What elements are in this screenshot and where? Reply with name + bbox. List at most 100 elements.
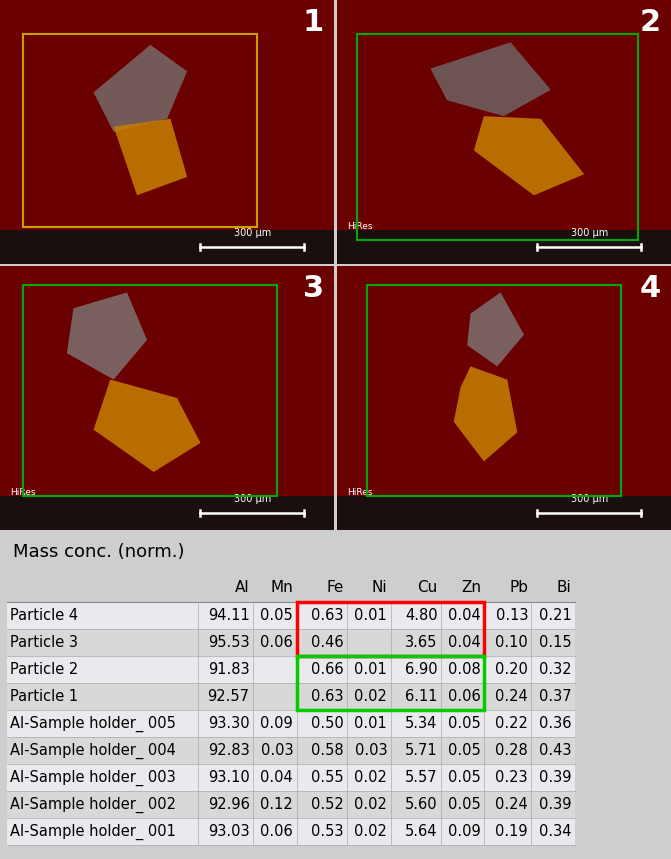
Text: 0.03: 0.03 <box>260 743 293 758</box>
Text: 0.52: 0.52 <box>311 797 344 813</box>
Text: Cu: Cu <box>417 580 437 595</box>
Text: 0.36: 0.36 <box>539 716 572 731</box>
Text: 93.10: 93.10 <box>208 771 250 785</box>
Text: 2: 2 <box>640 8 661 37</box>
Text: 0.05: 0.05 <box>448 771 481 785</box>
Text: 5.57: 5.57 <box>405 771 437 785</box>
Text: 0.02: 0.02 <box>354 689 387 704</box>
Text: 6.90: 6.90 <box>405 662 437 678</box>
Bar <box>7 737 575 765</box>
Polygon shape <box>430 42 551 116</box>
Text: 92.83: 92.83 <box>208 743 250 758</box>
Text: 0.55: 0.55 <box>311 771 344 785</box>
Text: 0.50: 0.50 <box>311 716 344 731</box>
Text: 0.06: 0.06 <box>260 636 293 650</box>
Bar <box>367 284 621 496</box>
Polygon shape <box>454 366 517 461</box>
Text: 0.34: 0.34 <box>539 824 572 839</box>
Text: 0.04: 0.04 <box>448 608 481 624</box>
Text: 0.04: 0.04 <box>448 636 481 650</box>
Text: 0.01: 0.01 <box>354 716 387 731</box>
Bar <box>23 284 277 496</box>
Bar <box>0 496 334 530</box>
Text: 0.39: 0.39 <box>539 771 572 785</box>
Text: 0.04: 0.04 <box>260 771 293 785</box>
Text: HiRes: HiRes <box>10 488 36 497</box>
Bar <box>7 683 575 710</box>
Polygon shape <box>93 380 201 472</box>
Text: Particle 4: Particle 4 <box>10 608 79 624</box>
Text: 0.02: 0.02 <box>354 797 387 813</box>
Bar <box>7 791 575 819</box>
Text: 94.11: 94.11 <box>208 608 250 624</box>
Text: Particle 3: Particle 3 <box>10 636 78 650</box>
Text: 5.71: 5.71 <box>405 743 437 758</box>
Bar <box>297 602 484 656</box>
Text: Zn: Zn <box>461 580 481 595</box>
Text: 0.39: 0.39 <box>539 797 572 813</box>
Text: 0.37: 0.37 <box>539 689 572 704</box>
Text: 0.01: 0.01 <box>354 608 387 624</box>
Text: 4.80: 4.80 <box>405 608 437 624</box>
Text: 95.53: 95.53 <box>208 636 250 650</box>
Text: Al-Sample holder_ 003: Al-Sample holder_ 003 <box>10 770 176 786</box>
Text: Al: Al <box>235 580 250 595</box>
Polygon shape <box>113 119 187 195</box>
Text: 0.32: 0.32 <box>539 662 572 678</box>
Text: 0.63: 0.63 <box>311 689 344 704</box>
Text: 0.24: 0.24 <box>495 797 528 813</box>
Text: 0.43: 0.43 <box>539 743 572 758</box>
Text: 4: 4 <box>639 274 661 303</box>
Polygon shape <box>467 292 524 366</box>
Text: 0.46: 0.46 <box>311 636 344 650</box>
Text: 0.12: 0.12 <box>260 797 293 813</box>
Text: 0.21: 0.21 <box>539 608 572 624</box>
Text: 0.20: 0.20 <box>495 662 528 678</box>
Bar <box>357 34 637 241</box>
Polygon shape <box>93 45 187 132</box>
Text: 93.30: 93.30 <box>208 716 250 731</box>
Text: HiRes: HiRes <box>347 222 372 231</box>
Text: 0.09: 0.09 <box>448 824 481 839</box>
Text: 0.53: 0.53 <box>311 824 344 839</box>
Text: Bi: Bi <box>557 580 572 595</box>
Bar <box>337 496 671 530</box>
Text: 0.13: 0.13 <box>496 608 528 624</box>
Text: 300 µm: 300 µm <box>234 494 271 503</box>
Text: 0.06: 0.06 <box>448 689 481 704</box>
Bar <box>7 819 575 845</box>
Text: Mn: Mn <box>270 580 293 595</box>
Text: Pb: Pb <box>509 580 528 595</box>
Text: 0.05: 0.05 <box>448 743 481 758</box>
Bar <box>297 656 484 710</box>
Text: 0.66: 0.66 <box>311 662 344 678</box>
Text: 0.05: 0.05 <box>448 716 481 731</box>
Text: Al-Sample holder_ 002: Al-Sample holder_ 002 <box>10 796 176 813</box>
Bar <box>7 602 575 630</box>
Text: 300 µm: 300 µm <box>234 228 271 238</box>
Text: 0.01: 0.01 <box>354 662 387 678</box>
Text: 0.58: 0.58 <box>311 743 344 758</box>
Text: 92.96: 92.96 <box>208 797 250 813</box>
Text: Al-Sample holder_ 004: Al-Sample holder_ 004 <box>10 743 176 758</box>
Text: Al-Sample holder_ 005: Al-Sample holder_ 005 <box>10 716 176 732</box>
Text: 0.06: 0.06 <box>260 824 293 839</box>
Text: Ni: Ni <box>372 580 387 595</box>
Text: 0.02: 0.02 <box>354 771 387 785</box>
Bar <box>7 630 575 656</box>
Bar <box>0 229 334 264</box>
Text: 0.05: 0.05 <box>448 797 481 813</box>
Text: 0.19: 0.19 <box>495 824 528 839</box>
Text: Mass conc. (norm.): Mass conc. (norm.) <box>13 543 185 561</box>
Text: 3.65: 3.65 <box>405 636 437 650</box>
Text: 0.15: 0.15 <box>539 636 572 650</box>
Polygon shape <box>474 116 584 195</box>
Text: 5.34: 5.34 <box>405 716 437 731</box>
Text: 0.03: 0.03 <box>354 743 387 758</box>
Text: 6.11: 6.11 <box>405 689 437 704</box>
Bar <box>7 656 575 683</box>
Text: Particle 1: Particle 1 <box>10 689 79 704</box>
Text: 0.09: 0.09 <box>260 716 293 731</box>
Text: 5.60: 5.60 <box>405 797 437 813</box>
Text: Al-Sample holder_ 001: Al-Sample holder_ 001 <box>10 824 176 840</box>
